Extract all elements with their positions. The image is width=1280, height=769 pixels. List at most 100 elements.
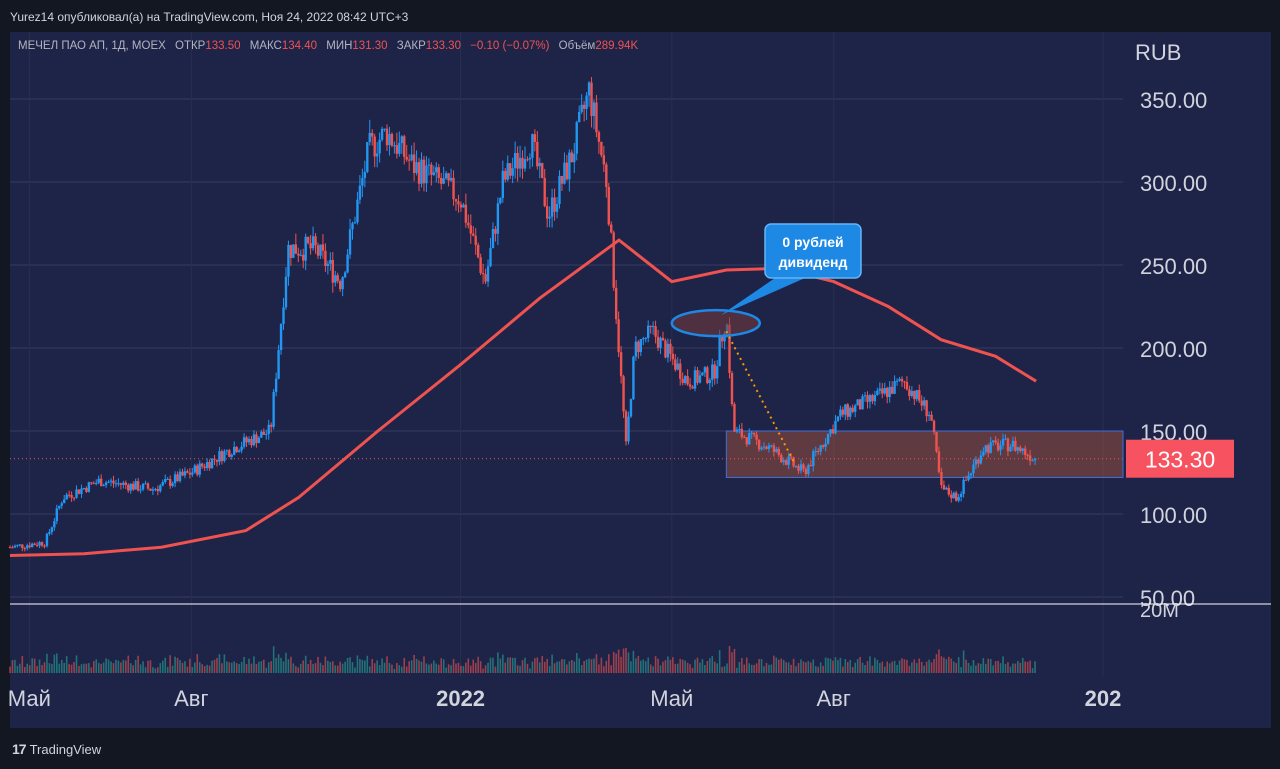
volume-bar [447,664,450,673]
candle-body [484,274,487,282]
volume-bar [14,659,16,673]
candle-body [844,404,847,415]
volume-bar [386,656,388,673]
candle-body [35,544,39,546]
volume-bar [359,658,361,673]
candle-body [449,177,453,181]
candle-body [383,128,386,130]
volume-bar [637,655,640,673]
candle-body [277,350,280,379]
callout-text-line2: дивиденд [779,254,848,270]
candle-body [65,494,68,500]
time-axis[interactable]: Май Авг 2022 Май Авг 202 [8,686,1122,711]
candle-body [316,245,320,256]
candle-body [474,235,477,245]
volume-bar [920,661,923,673]
volume-bar [583,661,585,673]
candle-body [876,390,879,395]
candle-body [558,175,561,205]
volume-bar [137,655,139,673]
candle-body [863,395,867,397]
volume-bar [312,663,314,673]
candle-body [627,416,630,442]
volume-bar [21,656,24,673]
candle-body [104,482,108,486]
volume-bar [467,658,470,673]
candle-body [750,432,753,434]
volume-bar [16,665,19,673]
candle-body [713,364,716,379]
volume-bar [571,659,573,673]
volume-bar [442,659,445,673]
candle-body [656,336,660,348]
volume-bar [644,661,647,673]
volume-bar [647,657,649,673]
candle-body [235,446,238,453]
candle-body [565,162,569,180]
candle-body [18,544,22,546]
candle-body [723,333,726,342]
volume-bar [977,663,980,673]
volume-bar [166,666,169,673]
volume-bar [686,662,689,673]
volume-bar [157,667,159,673]
candle-body [26,545,29,549]
candle-body [755,434,758,440]
volume-bar [824,657,827,673]
volume-bar [859,656,861,673]
candle-body [573,153,576,163]
candle-body [826,433,830,444]
volume-bar [856,659,859,673]
candle-body [886,387,889,398]
candle-body [50,527,54,533]
candle-body [511,168,514,176]
volume-bar [681,659,684,673]
candle-body [513,152,517,169]
volume-bar [736,667,738,673]
candle-body [504,170,507,180]
volume-bar [524,657,526,673]
candle-body [602,155,606,165]
candle-body [346,254,349,273]
candle-body [881,388,884,394]
candle-body [348,229,352,255]
volume-bar [881,661,884,673]
candle-body [149,488,152,491]
volume-bar [999,663,1002,673]
volume-bar [423,656,425,673]
price-axis[interactable]: 350.00300.00250.00200.00150.00100.0050.0… [10,40,1271,622]
candle-body [420,159,423,184]
volume-bar [159,663,162,673]
volume-bar [208,665,211,673]
volume-bar [105,658,107,673]
volume-bar [304,655,307,673]
volume-bar [435,663,438,673]
candle-body [819,445,822,452]
candle-body [644,338,647,340]
volume-bar [201,664,203,673]
candle-body [269,424,273,427]
volume-bar [967,662,970,673]
candle-body [607,186,610,225]
volume-bar [11,660,14,673]
volume-bar [376,660,378,673]
candle-body [368,132,371,143]
volume-bar [80,664,83,673]
candle-body [205,462,209,468]
candle-body [240,446,243,451]
publish-header: Yurez14 опубликовал(а) на TradingView.co… [0,0,1280,32]
volume-bar [415,658,418,673]
candle-body [279,324,283,351]
candle-body [979,455,983,464]
candle-body [578,111,581,123]
volume-bar [164,657,167,673]
volume-bar [738,661,741,673]
candle-body [161,482,164,486]
candle-body [1009,446,1012,452]
footer-brand[interactable]: 17 TradingView [12,741,101,757]
candle-body [548,216,551,219]
candle-body [792,457,795,467]
volume-bar [125,660,127,673]
candle-body [134,481,137,490]
